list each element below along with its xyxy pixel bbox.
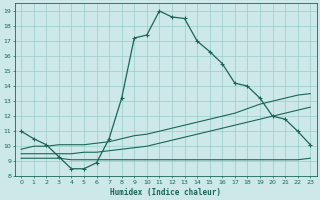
X-axis label: Humidex (Indice chaleur): Humidex (Indice chaleur) xyxy=(110,188,221,197)
